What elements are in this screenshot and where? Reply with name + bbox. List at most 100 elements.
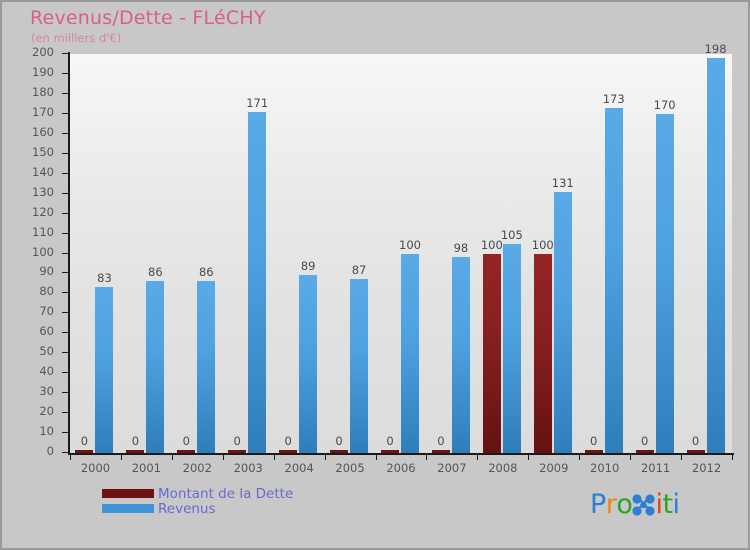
x-axis-label-2009: 2009 bbox=[539, 461, 569, 475]
y-axis-label: 200 bbox=[32, 45, 54, 59]
y-axis-tick bbox=[62, 92, 69, 94]
bar-value-label-debt-2011: 0 bbox=[640, 434, 649, 448]
proxiti-logo: Pro iti bbox=[590, 491, 680, 518]
x-axis-label-2007: 2007 bbox=[437, 461, 467, 475]
bar-debt-2006 bbox=[381, 450, 399, 453]
y-axis-label: 100 bbox=[32, 244, 54, 259]
bar-value-label-debt-2003: 0 bbox=[233, 434, 241, 448]
bar-revenus-2011 bbox=[655, 113, 674, 453]
x-axis-tick bbox=[528, 455, 529, 460]
bar-value-label-debt-2007: 0 bbox=[437, 434, 445, 448]
bar-value-label-revenus-2006: 100 bbox=[399, 237, 421, 252]
y-axis-tick bbox=[62, 392, 69, 394]
y-axis-tick bbox=[62, 432, 69, 434]
x-axis-tick bbox=[172, 455, 173, 460]
x-axis-label-2004: 2004 bbox=[284, 461, 314, 475]
bar-value-label-revenus-2002: 86 bbox=[198, 265, 214, 280]
logo-letter-5: t bbox=[662, 489, 673, 520]
bar-revenus-2003 bbox=[248, 111, 267, 453]
bar-debt-2001 bbox=[126, 450, 145, 453]
x-axis-label-2008: 2008 bbox=[488, 461, 518, 475]
bar-revenus-2007 bbox=[451, 257, 470, 453]
y-axis-label: 30 bbox=[39, 384, 54, 399]
chart-legend: Montant de la Dette Revenus bbox=[102, 485, 294, 517]
y-axis-label: 0 bbox=[46, 444, 54, 458]
legend-item-debt[interactable]: Montant de la Dette bbox=[102, 485, 294, 502]
bar-value-label-debt-2008: 100 bbox=[480, 237, 503, 252]
y-axis-tick bbox=[62, 192, 69, 194]
y-axis-tick bbox=[62, 53, 69, 54]
bar-revenus-2009 bbox=[553, 191, 572, 453]
y-axis-label: 10 bbox=[39, 424, 54, 439]
bar-debt-2010 bbox=[584, 450, 603, 453]
bar-revenus-2010 bbox=[604, 107, 623, 453]
x-axis-label-2006: 2006 bbox=[386, 461, 416, 475]
y-axis-label: 150 bbox=[32, 144, 54, 159]
y-axis-tick bbox=[62, 272, 69, 274]
y-axis-line bbox=[68, 52, 70, 455]
bar-value-label-debt-2009: 100 bbox=[531, 237, 554, 252]
bar-value-label-revenus-2012: 198 bbox=[704, 41, 727, 56]
x-axis-label-2003: 2003 bbox=[233, 461, 263, 475]
x-axis-tick bbox=[426, 455, 427, 460]
bar-debt-2004 bbox=[279, 450, 298, 453]
y-axis-label: 110 bbox=[32, 224, 54, 239]
y-axis-label: 120 bbox=[32, 204, 54, 219]
bar-debt-2000 bbox=[75, 450, 94, 453]
y-axis-label: 90 bbox=[39, 264, 54, 279]
y-axis-tick bbox=[62, 412, 69, 414]
y-axis-tick bbox=[62, 112, 69, 114]
x-axis-tick bbox=[70, 455, 71, 460]
x-axis-tick bbox=[579, 455, 580, 460]
bar-revenus-2001 bbox=[146, 281, 165, 453]
logo-letter-1: r bbox=[605, 489, 617, 520]
y-axis-label: 170 bbox=[32, 104, 54, 119]
y-axis-label: 160 bbox=[32, 124, 54, 139]
y-axis-tick bbox=[62, 212, 69, 214]
x-axis-tick bbox=[274, 455, 275, 460]
bar-value-label-debt-2012: 0 bbox=[691, 434, 700, 448]
logo-letter-4: i bbox=[655, 489, 663, 520]
x-axis-label-2001: 2001 bbox=[131, 461, 162, 475]
bar-value-label-revenus-2007: 98 bbox=[453, 241, 469, 256]
bar-debt-2008 bbox=[482, 253, 501, 453]
bar-revenus-2006 bbox=[401, 253, 419, 453]
bar-value-label-debt-2006: 0 bbox=[386, 434, 394, 448]
bar-debt-2011 bbox=[635, 450, 654, 453]
bar-value-label-debt-2001: 0 bbox=[131, 434, 140, 448]
legend-item-rev[interactable]: Revenus bbox=[102, 500, 293, 517]
bar-value-label-revenus-2003: 171 bbox=[246, 95, 269, 110]
y-axis-tick bbox=[62, 152, 69, 154]
y-axis-tick bbox=[62, 172, 69, 174]
x-axis-tick bbox=[325, 455, 326, 460]
y-axis-tick bbox=[62, 352, 69, 354]
x-axis-label-2005: 2005 bbox=[335, 461, 365, 475]
chart-title: Revenus/Dette - FLéCHY bbox=[30, 7, 266, 29]
x-axis-label-2010: 2010 bbox=[590, 461, 620, 475]
y-axis-label: 130 bbox=[32, 184, 54, 199]
x-axis-tick bbox=[732, 455, 733, 460]
y-axis-label: 140 bbox=[32, 164, 54, 179]
bar-value-label-revenus-2008: 105 bbox=[500, 227, 523, 242]
legend-swatch-rev bbox=[102, 504, 154, 513]
x-axis-tick bbox=[376, 455, 377, 460]
y-axis-tick bbox=[62, 312, 69, 314]
bar-revenus-2008 bbox=[502, 243, 521, 453]
bar-revenus-2005 bbox=[350, 279, 369, 453]
bar-value-label-debt-2002: 0 bbox=[182, 434, 190, 448]
bar-value-label-revenus-2009: 131 bbox=[551, 175, 574, 190]
y-axis-label: 20 bbox=[39, 404, 54, 419]
bar-value-label-revenus-2001: 86 bbox=[148, 265, 163, 280]
x-axis-tick bbox=[681, 455, 682, 460]
bar-debt-2007 bbox=[431, 450, 450, 453]
legend-label-rev: Revenus bbox=[158, 500, 216, 517]
y-axis-label: 70 bbox=[39, 304, 54, 319]
y-axis-tick bbox=[62, 372, 69, 374]
y-axis-tick bbox=[62, 252, 69, 254]
legend-label-debt: Montant de la Dette bbox=[158, 485, 294, 502]
bar-value-label-revenus-2000: 83 bbox=[97, 271, 112, 286]
bar-revenus-2002 bbox=[197, 281, 216, 453]
bar-debt-2002 bbox=[177, 450, 196, 453]
bar-debt-2005 bbox=[330, 450, 349, 453]
